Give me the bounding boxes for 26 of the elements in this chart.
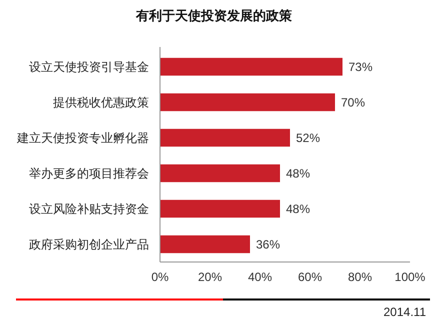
data-label: 70% [341,95,366,110]
bar [160,235,250,254]
text: 2014.11 [384,305,426,319]
y-tick-label: 建立天使投资专业孵化器 [16,130,149,145]
data-label: 48% [286,202,310,216]
bar [160,164,280,182]
y-tick-label: 举办更多的项目推荐会 [29,166,149,180]
x-tick-label: 40% [248,270,272,284]
y-tick-label: 提供税收优惠政策 [53,95,149,110]
x-tick-label: 20% [198,270,222,284]
y-tick-label: 设立风险补贴支持资金 [29,202,149,216]
y-tick-label: 政府采购初创企业产品 [29,237,149,252]
x-tick-label: 80% [348,270,372,284]
bar [160,128,290,147]
bar [160,93,335,112]
x-tick-label: 100% [394,270,426,284]
x-tick-label: 60% [298,270,322,284]
data-label: 48% [286,166,310,180]
y-tick-label: 设立天使投资引导基金 [29,60,149,74]
chart-title: 有利于天使投资发展的政策 [135,8,293,23]
data-label: 73% [348,60,373,74]
x-tick-label: 0% [151,270,169,284]
bar [160,58,342,76]
bar [160,200,280,218]
data-label: 52% [296,130,320,145]
data-label: 36% [256,237,280,252]
